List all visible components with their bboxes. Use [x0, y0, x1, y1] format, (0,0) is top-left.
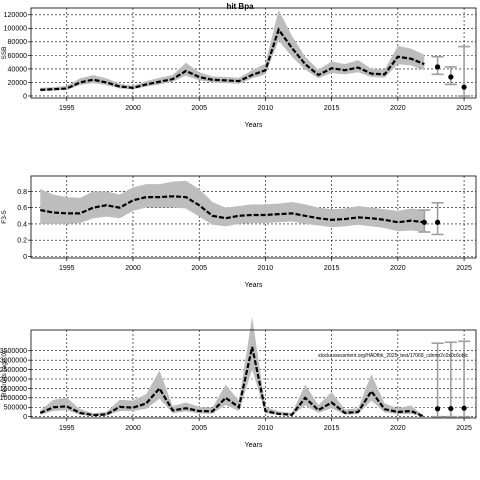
- ssb-ytick-label: 120000: [4, 12, 27, 19]
- recruits-xtick-label: 2025: [456, 425, 472, 432]
- f35-ylabel: F3-5: [1, 210, 8, 224]
- ssb-xlabel: Years: [245, 122, 263, 129]
- ssb-xtick-label: 2025: [456, 105, 472, 112]
- ssb-forecast-point: [434, 64, 441, 70]
- f35-ci-band: [40, 180, 425, 233]
- ssb-panel: 1995 2000 2005 2010 2015 2020 2025 0 20000 40000 6…: [1, 7, 477, 129]
- f35-xtick-label: 2025: [456, 265, 472, 272]
- recruits-xlabel: Years: [245, 442, 263, 449]
- ssb-forecast-point: [448, 74, 454, 80]
- ssb-ytick-label: 40000: [8, 66, 28, 73]
- recruits-forecast-point: [448, 405, 454, 412]
- ssb-ytick-label: 60000: [8, 53, 28, 60]
- ssb-estimate-line: [40, 27, 425, 91]
- recruits-ylabel: Recruits (age 0): [1, 351, 8, 397]
- recruits-ytick-label: 2000000: [0, 376, 27, 383]
- ssb-ytick-label: 80000: [8, 39, 28, 46]
- recruits-forecast-point: [461, 405, 467, 411]
- f35-xlabel: Years: [245, 282, 263, 289]
- recruits-xtick-label: 2020: [390, 425, 406, 432]
- recruits-ytick-label: 500000: [4, 405, 27, 412]
- recruits-ytick-label: 1500000: [0, 386, 27, 393]
- f35-estimate-line: [40, 195, 425, 224]
- ssb-ci-band: [40, 10, 425, 92]
- recruits-plot-frame: [30, 329, 477, 419]
- recruits-xtick-label: 2015: [324, 425, 340, 432]
- f35-ytick-label: 0: [23, 254, 27, 261]
- ssb-xtick-label: 2005: [191, 105, 207, 112]
- ssb-ytick-label: 20000: [8, 80, 28, 87]
- chart-title: hit Bpa: [226, 2, 254, 11]
- f35-xtick-label: 2005: [191, 265, 207, 272]
- ssb-forecast-point: [461, 84, 467, 90]
- ssb-plot-frame: [30, 7, 477, 99]
- f35-xtick-label: 2015: [324, 265, 340, 272]
- recruitment-annotation: stockassessment.org/HADfbk_2025_test/170…: [318, 353, 469, 359]
- f35-ytick-label: 0.4: [17, 221, 27, 228]
- recruits-forecast-point: [434, 406, 441, 412]
- recruits-ytick-label: 3000000: [0, 358, 27, 365]
- f35-plot-frame: [30, 175, 477, 259]
- ssb-ylabel: SSB: [1, 46, 8, 59]
- recruits-ci-band: [40, 316, 425, 417]
- recruits-ytick-label: 1000000: [0, 395, 27, 402]
- f35-xtick-label: 1995: [59, 265, 75, 272]
- recruits-ytick-label: 0: [23, 414, 27, 421]
- f35-ytick-label: 0.6: [17, 205, 27, 212]
- recruits-xtick-label: 2005: [191, 425, 207, 432]
- f35-xtick-label: 2020: [390, 265, 406, 272]
- f35-panel: 1995 2000 2005 2010 2015 2020 2025 0 0.2 0.4 0.6 0.…: [1, 175, 477, 289]
- ssb-xtick-label: 2010: [258, 105, 274, 112]
- ssb-ytick-label: 100000: [4, 26, 27, 33]
- f35-ytick-label: 0.2: [17, 238, 27, 245]
- recruits-panel: 1995 2000 2005 2010 2015 2020 2025 0 500000 10000…: [0, 316, 477, 449]
- recruits-xtick-label: 2000: [125, 425, 141, 432]
- recruits-xtick-label: 2010: [258, 425, 274, 432]
- f35-forecast-point: [434, 219, 441, 225]
- f35-xtick-label: 2000: [125, 265, 141, 272]
- ssb-ytick-label: 0: [23, 93, 27, 100]
- f35-xtick-label: 2010: [258, 265, 274, 272]
- ssb-xtick-label: 2000: [125, 105, 141, 112]
- ssb-xtick-label: 2015: [324, 105, 340, 112]
- recruits-ytick-label: 2500000: [0, 367, 27, 374]
- f35-ytick-label: 0.8: [17, 189, 27, 196]
- ssb-xtick-label: 2020: [390, 105, 406, 112]
- recruits-estimate-line: [39, 346, 425, 418]
- recruits-ytick-label: 3500000: [0, 348, 27, 355]
- ssb-xtick-label: 1995: [59, 105, 75, 112]
- f35-forecast-point: [421, 219, 427, 225]
- recruits-xtick-label: 1995: [59, 425, 75, 432]
